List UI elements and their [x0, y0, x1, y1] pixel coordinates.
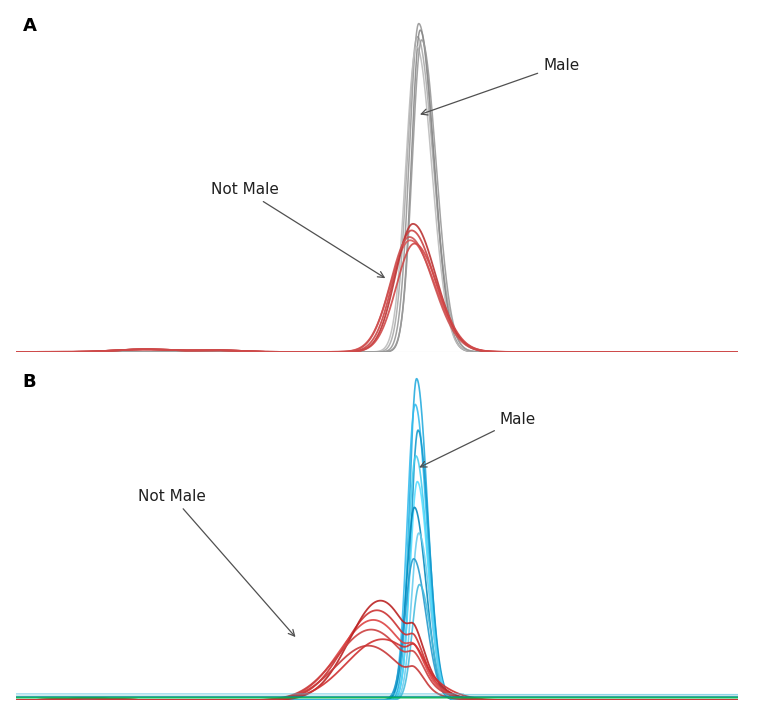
Text: B: B [23, 373, 37, 391]
Text: A: A [23, 18, 37, 36]
Text: Not Male: Not Male [211, 182, 384, 277]
Text: Male: Male [420, 412, 536, 467]
Text: Not Male: Not Male [138, 489, 294, 636]
Text: Male: Male [421, 58, 580, 115]
